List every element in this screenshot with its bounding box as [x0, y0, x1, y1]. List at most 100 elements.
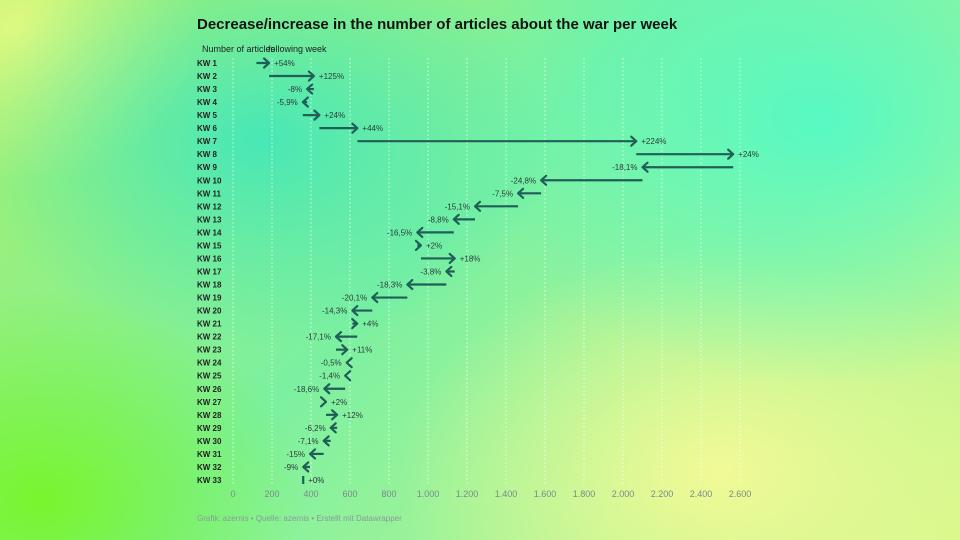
- change-label: +44%: [362, 124, 383, 133]
- x-tick-label: 800: [381, 489, 396, 499]
- x-tick-label: 1.200: [456, 489, 479, 499]
- row-label: KW 14: [197, 228, 222, 237]
- row-label: KW 11: [197, 189, 222, 198]
- arrow-head: [307, 70, 316, 82]
- chart-row: KW 6 +44%: [197, 122, 383, 134]
- row-label: KW 21: [197, 320, 222, 329]
- chart-row: KW 28 +12%: [197, 409, 363, 421]
- chart-row: KW 25 -1,4%: [197, 370, 352, 382]
- arrow-head: [331, 409, 339, 421]
- row-label: KW 32: [197, 463, 222, 472]
- row-label: KW 4: [197, 98, 218, 107]
- row-label: KW 27: [197, 398, 222, 407]
- row-label: KW 15: [197, 241, 222, 250]
- row-label: KW 2: [197, 72, 218, 81]
- x-axis-ticks: 0 200 400 600 800 1.000 1.200 1.400 1.600 1.800 2.…: [230, 489, 751, 499]
- change-label: -3,8%: [420, 267, 441, 276]
- x-tick-label: 1.400: [495, 489, 518, 499]
- row-label: KW 26: [197, 385, 222, 394]
- chart-row: KW 12 -15,1%: [197, 200, 519, 212]
- change-label: -24,8%: [511, 176, 536, 185]
- arrow-head: [406, 278, 414, 291]
- x-tick-label: 2.200: [651, 489, 674, 499]
- change-label: -15,1%: [445, 202, 470, 211]
- arrow-head: [345, 357, 353, 369]
- arrow-head: [473, 200, 482, 212]
- arrow-head: [306, 83, 314, 95]
- change-label: -7,5%: [492, 189, 513, 198]
- arrow-head: [727, 148, 735, 160]
- arrow-head: [323, 383, 331, 395]
- change-label: +11%: [352, 346, 372, 355]
- chart-row: KW 5 +24%: [197, 109, 345, 121]
- row-label: KW 24: [197, 359, 222, 368]
- change-label: -8,8%: [428, 215, 449, 224]
- change-label: +18%: [460, 254, 481, 263]
- row-label: KW 19: [197, 294, 222, 303]
- arrow-head: [302, 461, 310, 473]
- row-label: KW 18: [197, 281, 222, 290]
- chart-row: KW 22 -17,1%: [197, 331, 358, 343]
- row-label: KW 20: [197, 307, 222, 316]
- arrow-head: [319, 396, 328, 408]
- change-label: -20,1%: [342, 294, 367, 303]
- change-label: -15%: [286, 450, 305, 459]
- change-label: +125%: [319, 72, 344, 81]
- row-label: KW 25: [197, 372, 222, 381]
- chart-row: KW 11 -7,5%: [197, 187, 542, 199]
- change-label: -18,6%: [294, 385, 319, 394]
- arrow-head: [344, 370, 352, 382]
- change-label: -6,2%: [305, 424, 326, 433]
- change-label: +0%: [308, 476, 324, 485]
- x-tick-label: 0: [230, 489, 235, 499]
- change-label: +54%: [274, 59, 295, 68]
- arrow-head: [334, 331, 343, 343]
- change-label: +12%: [342, 411, 363, 420]
- row-label: KW 13: [197, 215, 222, 224]
- arrow-head: [351, 122, 359, 134]
- chart-row: KW 31 -15%: [197, 448, 324, 460]
- chart-row: KW 14 -16,5%: [197, 226, 454, 238]
- row-label: KW 5: [197, 111, 218, 120]
- change-label: +24%: [738, 150, 759, 159]
- arrow-head: [452, 213, 460, 225]
- row-label: KW 16: [197, 254, 222, 263]
- chart-row: KW 23 +11%: [197, 344, 372, 356]
- change-label: +24%: [324, 111, 345, 120]
- row-label: KW 22: [197, 333, 222, 342]
- chart-row: KW 19 -20,1%: [197, 291, 408, 304]
- change-label: -7,1%: [298, 437, 319, 446]
- chart-row: KW 3 -8%: [197, 83, 314, 95]
- chart-title: Decrease/increase in the number of artic…: [197, 16, 678, 33]
- row-label: KW 1: [197, 59, 218, 68]
- chart-row: KW 17 -3,8%: [197, 265, 455, 278]
- change-label: -18,1%: [612, 163, 637, 172]
- column-header-start: Number of articles: [202, 44, 276, 54]
- x-tick-label: 200: [264, 489, 279, 499]
- x-tick-label: 400: [303, 489, 318, 499]
- row-label: KW 28: [197, 411, 222, 420]
- x-tick-label: 1.000: [417, 489, 440, 499]
- row-label: KW 31: [197, 450, 222, 459]
- chart-row: KW 33 +0%: [197, 475, 324, 485]
- arrow-head: [516, 187, 525, 199]
- chart-row: KW 16 +18%: [197, 252, 481, 265]
- arrow-head: [351, 304, 359, 317]
- arrow-head: [448, 252, 456, 265]
- change-label: +224%: [641, 137, 666, 146]
- row-label: KW 10: [197, 176, 222, 185]
- arrow-head: [322, 435, 330, 447]
- row-label: KW 17: [197, 267, 222, 276]
- chart-row: KW 26 -18,6%: [197, 383, 346, 395]
- x-tick-label: 600: [342, 489, 357, 499]
- change-label: -5,9%: [277, 98, 298, 107]
- row-label: KW 3: [197, 85, 218, 94]
- arrow-head: [416, 226, 424, 238]
- chart-row: KW 4 -5,9%: [197, 96, 309, 108]
- chart-row: KW 9 -18,1%: [197, 161, 734, 173]
- arrow-head: [308, 448, 317, 460]
- change-label: -16,5%: [387, 228, 412, 237]
- arrow-head: [301, 96, 309, 108]
- change-label: +4%: [362, 320, 378, 329]
- x-tick-label: 1.600: [534, 489, 557, 499]
